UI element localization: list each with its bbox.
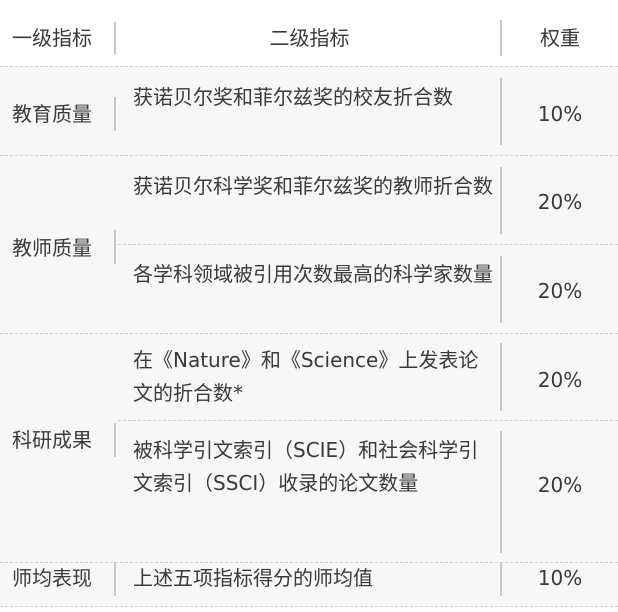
column-divider (114, 22, 116, 54)
weight-cell: 20% (537, 279, 583, 303)
header-weight: 权重 (540, 26, 580, 50)
subrow-divider (118, 420, 618, 421)
level2-cell: 各学科领域被引用次数最高的科学家数量 (133, 262, 493, 286)
level2-cell: 获诺贝尔科学奖和菲尔兹奖的教师折合数 (133, 174, 493, 198)
row-divider (0, 333, 618, 334)
weight-cell: 20% (537, 190, 583, 214)
weight-cell: 10% (537, 102, 583, 126)
header-level1: 一级指标 (12, 26, 92, 50)
level2-cell: 上述五项指标得分的师均值 (133, 566, 373, 590)
column-divider (500, 431, 502, 553)
row-divider (0, 66, 618, 67)
level2-cell: 获诺贝尔奖和菲尔兹奖的校友折合数 (133, 85, 453, 109)
column-divider (500, 343, 502, 411)
column-divider (114, 423, 116, 457)
weight-cell: 20% (537, 368, 583, 392)
column-divider (500, 78, 502, 145)
table-body-background (0, 66, 618, 606)
level2-cell: 在《Nature》和《Science》上发表论文的折合数* (133, 348, 479, 405)
column-divider (114, 97, 116, 131)
header-level2: 二级指标 (269, 26, 350, 50)
column-divider (500, 562, 502, 596)
column-divider (500, 20, 502, 56)
column-divider (500, 167, 502, 234)
row-divider (0, 606, 618, 607)
row-divider (0, 562, 618, 563)
level2-cell: 被科学引文索引（SCIE）和社会科学引文索引（SSCI）收录的论文数量 (133, 438, 479, 495)
subrow-divider (118, 244, 618, 245)
column-divider (500, 256, 502, 323)
weight-cell: 20% (537, 473, 583, 497)
level1-cell: 教育质量 (12, 102, 92, 126)
row-divider (0, 155, 618, 156)
column-divider (114, 230, 116, 264)
column-divider (114, 562, 116, 596)
level1-cell: 科研成果 (12, 428, 92, 452)
weight-cell: 10% (537, 566, 583, 590)
level1-cell: 师均表现 (12, 566, 92, 590)
level1-cell: 教师质量 (12, 236, 92, 260)
